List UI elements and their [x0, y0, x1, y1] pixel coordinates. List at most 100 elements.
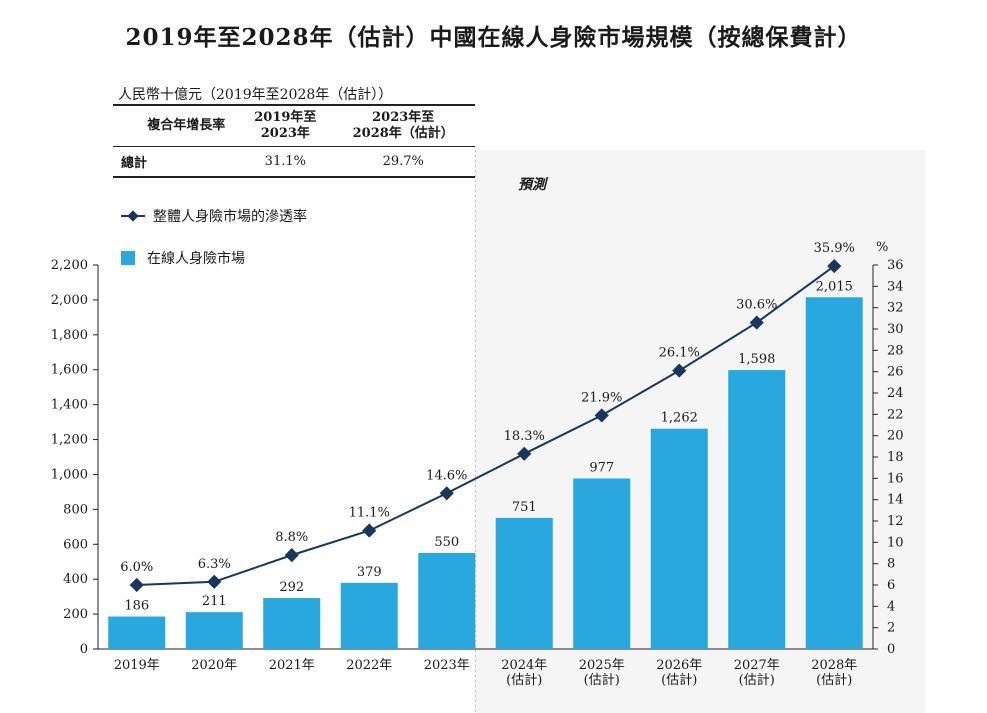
x-tick-label: (估計): [506, 672, 542, 688]
bar: [263, 598, 321, 649]
left-tick-label: 1,000: [51, 467, 88, 482]
right-tick-label: 8: [887, 557, 895, 572]
line-value-label: 18.3%: [504, 429, 545, 444]
left-tick-label: 400: [63, 572, 88, 587]
x-tick-label: 2021年: [269, 658, 315, 673]
line-value-label: 8.8%: [275, 530, 308, 545]
bar: [728, 370, 786, 649]
unit-label: 人民幣十億元（2019年至2028年（估計））: [118, 87, 393, 103]
right-tick-label: 14: [887, 493, 904, 508]
forecast-label: 預測: [518, 177, 546, 193]
right-tick-label: 2: [887, 621, 895, 636]
right-tick-label: 30: [887, 322, 904, 337]
left-tick-label: 200: [63, 607, 88, 622]
bar: [108, 616, 166, 649]
line-point: [594, 408, 609, 423]
line-point: [207, 574, 222, 589]
bar: [185, 612, 243, 649]
line-point: [672, 363, 687, 378]
cagr-header-period-1: 2019年至 2023年: [239, 105, 331, 147]
legend-line-label: 整體人身險市場的滲透率: [153, 209, 307, 225]
left-tick-label: 1,400: [51, 398, 88, 413]
cagr-header-period-1-text: 2019年至 2023年: [254, 110, 317, 141]
right-tick-label: 18: [887, 450, 904, 465]
bar-value-label: 211: [202, 594, 227, 609]
right-tick-label: 24: [887, 386, 904, 401]
legend-bar: 在線人身險市場: [121, 248, 245, 268]
right-tick-label: 26: [887, 365, 904, 380]
line-marker-icon: [121, 210, 145, 222]
bar-value-label: 1,262: [661, 411, 698, 426]
cagr-row-label: 總計: [113, 146, 240, 177]
right-tick-label: 4: [887, 599, 895, 614]
right-tick-label: 20: [887, 429, 904, 444]
left-tick-label: 1,200: [51, 433, 88, 448]
line-point: [284, 548, 299, 563]
left-tick-label: 800: [63, 502, 88, 517]
x-tick-label: 2028年: [811, 658, 857, 673]
line-point: [362, 523, 377, 538]
legend-line: 整體人身險市場的滲透率: [121, 206, 307, 226]
right-tick-label: 34: [887, 279, 904, 294]
line-value-label: 11.1%: [349, 506, 390, 521]
right-tick-label: 12: [887, 514, 904, 529]
chart-title: 2019年至2028年（估計）中國在線人身險市場規模（按總保費計）: [125, 24, 862, 51]
x-tick-label: 2026年: [656, 658, 702, 673]
cagr-value-1: 31.1%: [239, 146, 332, 177]
x-tick-label: 2022年: [346, 658, 392, 673]
x-tick-label: 2025年: [579, 658, 625, 673]
right-tick-label: 0: [887, 642, 895, 657]
line-value-label: 30.6%: [736, 298, 777, 313]
left-tick-label: 0: [80, 642, 88, 657]
left-tick-label: 600: [63, 537, 88, 552]
bar-value-label: 977: [589, 460, 614, 475]
line-point: [439, 486, 454, 501]
line-value-label: 6.3%: [198, 557, 231, 572]
left-tick-label: 2,000: [51, 293, 88, 308]
bar-value-label: 292: [279, 580, 304, 595]
x-tick-label: 2020年: [191, 658, 237, 673]
line-point: [129, 577, 144, 593]
bar-value-label: 2,015: [816, 279, 853, 294]
left-tick-label: 2,200: [51, 258, 88, 273]
x-tick-label: 2019年: [114, 658, 160, 673]
bar: [495, 517, 553, 649]
bar-value-label: 379: [357, 565, 382, 580]
bar: [650, 428, 708, 649]
right-tick-label: 6: [887, 578, 895, 593]
bar: [418, 553, 476, 649]
right-tick-label: 10: [887, 535, 904, 550]
legend-bar-label: 在線人身險市場: [147, 251, 245, 267]
line-point: [827, 258, 842, 274]
right-axis-unit: %: [876, 240, 888, 255]
bar-swatch-icon: [121, 251, 135, 265]
bar-value-label: 550: [434, 535, 459, 550]
x-tick-label: 2023年: [424, 658, 470, 673]
bar: [573, 478, 631, 649]
line-point: [517, 446, 532, 461]
bar-value-label: 751: [512, 500, 537, 515]
right-tick-label: 28: [887, 343, 904, 358]
right-tick-label: 16: [887, 471, 904, 486]
bar-value-label: 186: [124, 599, 149, 614]
bar-value-label: 1,598: [738, 352, 775, 367]
x-tick-label: (估計): [584, 672, 620, 688]
cagr-header-period-2: 2023年至 2028年（估計）: [331, 105, 475, 147]
x-tick-label: 2024年: [501, 658, 547, 673]
left-tick-label: 1,800: [51, 328, 88, 343]
cagr-table: 複合年增長率 2019年至 2023年 2023年至 2028年（估計） 總計 …: [113, 104, 475, 178]
line-value-label: 26.1%: [659, 346, 700, 361]
x-tick-label: 2027年: [734, 658, 780, 673]
line-value-label: 6.0%: [120, 560, 153, 575]
line-value-label: 14.6%: [426, 468, 467, 483]
line-value-label: 21.9%: [581, 390, 622, 405]
left-tick-label: 1,600: [51, 363, 88, 378]
cagr-header-period-2-text: 2023年至 2028年（估計）: [352, 110, 454, 141]
penetration-line: [136, 265, 835, 586]
line-point: [749, 315, 764, 330]
right-tick-label: 32: [887, 301, 904, 316]
right-tick-label: 36: [887, 258, 904, 273]
line-value-label: 35.9%: [814, 241, 855, 256]
bar: [340, 582, 398, 649]
